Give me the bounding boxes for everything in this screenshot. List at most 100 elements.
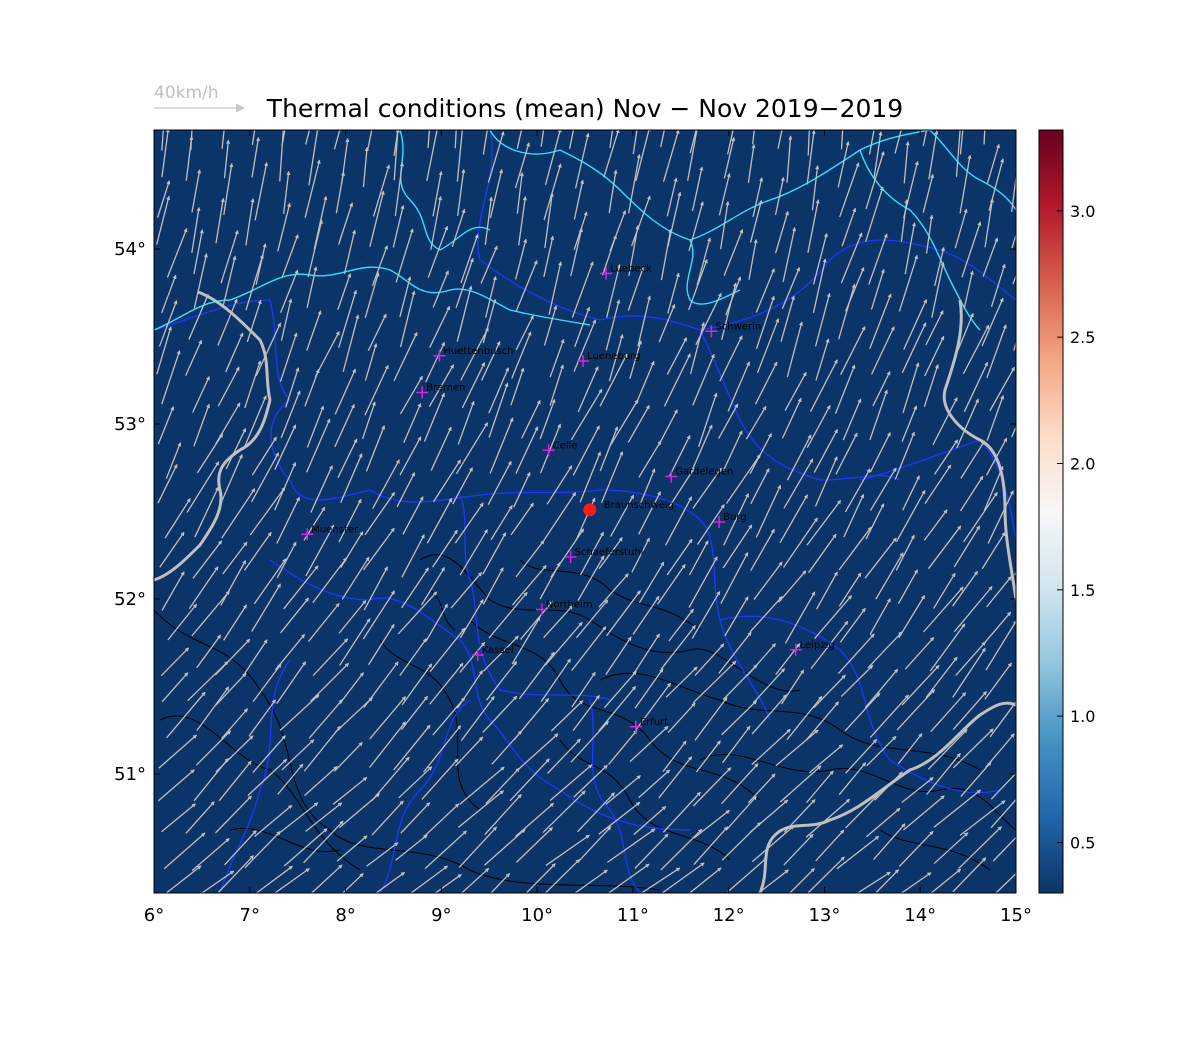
wind-arrow (548, 261, 563, 315)
wind-arrow (372, 459, 400, 509)
wind-arrow (775, 729, 819, 767)
city-huettenbusch: Huettenbusch (433, 346, 513, 362)
wind-arrow (342, 314, 360, 373)
wind-arrow (635, 130, 651, 182)
wind-arrow (627, 153, 641, 214)
city-label: Leipzig (800, 640, 835, 651)
wind-arrow (244, 830, 281, 869)
wind-arrow (275, 802, 319, 837)
wind-arrow (516, 130, 523, 149)
wind-arrow (807, 130, 810, 156)
wind-arrow (841, 207, 857, 247)
wind-arrow (691, 590, 721, 639)
wind-arrow (337, 202, 354, 245)
city-label: Schwerin (715, 321, 761, 332)
wind-arrow (726, 795, 757, 830)
wind-arrow (571, 626, 607, 671)
wind-arrow (845, 738, 878, 774)
wind-arrow (306, 418, 331, 473)
wind-arrow (397, 591, 438, 635)
wind-arrow (515, 827, 553, 863)
wind-arrow (721, 282, 737, 340)
wind-arrow (456, 285, 473, 342)
wind-arrow (398, 766, 433, 799)
wind-arrow (367, 623, 395, 666)
wind-arrow (432, 697, 466, 736)
city-marker (564, 551, 577, 563)
wind-arrow (482, 567, 504, 605)
wind-arrow (634, 668, 664, 709)
colorbar-ticks: 0.5 1.0 1.5 2.0 2.5 3.0 (1057, 202, 1095, 852)
wind-arrow (161, 803, 196, 833)
wind-arrow (274, 461, 297, 511)
wind-arrow (962, 324, 990, 375)
wind-arrow (577, 792, 615, 833)
country-borders (154, 290, 1016, 893)
longitude-axis: 6° 7° 8° 9° 10° 11° 12° 13° 14° 15° (144, 130, 1032, 926)
wind-arrow (482, 635, 519, 672)
wind-arrow (810, 620, 849, 670)
wind-arrow (686, 130, 698, 182)
wind-arrow (279, 332, 298, 382)
wind-arrow (253, 558, 287, 605)
wind-arrow (814, 292, 831, 347)
wind-arrow (754, 361, 778, 405)
wind-arrow (698, 392, 718, 447)
colorbar-tick-label: 1.0 (1070, 707, 1095, 726)
wind-arrow (722, 664, 758, 701)
wind-arrow (339, 672, 364, 705)
wind-arrow (875, 552, 904, 600)
wind-arrow (927, 728, 968, 770)
wind-arrow (806, 130, 816, 185)
wind-arrow (366, 842, 399, 867)
wind-arrow (196, 686, 230, 731)
wind-arrow (843, 493, 865, 538)
wind-arrow (1018, 430, 1040, 470)
wind-arrow (163, 832, 206, 870)
wind-arrow (805, 701, 840, 741)
wind-arrow (539, 561, 561, 600)
wind-arrow (196, 433, 224, 474)
wind-arrow (668, 434, 691, 478)
wind-arrow (957, 312, 974, 351)
wind-arrow (515, 733, 559, 772)
wind-arrow (953, 525, 981, 568)
wind-arrow (668, 608, 694, 642)
wind-arrow (662, 740, 687, 772)
wind-arrow (865, 807, 901, 838)
wind-arrow (786, 434, 812, 481)
wind-arrow (959, 130, 964, 155)
wind-arrow (955, 641, 986, 676)
wind-arrow (489, 168, 504, 219)
wind-arrow (721, 822, 762, 861)
wind-arrow (834, 364, 856, 414)
wind-arrow (692, 767, 732, 807)
wind-arrow (540, 658, 571, 703)
map-frame (153, 129, 1017, 894)
wind-arrow (367, 313, 387, 352)
wind-arrow (220, 454, 243, 503)
wind-arrow (601, 234, 617, 276)
wind-arrow (248, 699, 276, 737)
wind-arrow (959, 154, 972, 214)
wind-arrow (539, 423, 561, 474)
wind-arrow (900, 199, 909, 242)
wind-arrow (755, 268, 775, 313)
wind-arrow (193, 403, 210, 447)
wind-arrow (963, 361, 989, 413)
lon-tick-label: 14° (904, 905, 936, 926)
wind-arrow (930, 868, 962, 893)
wind-arrow (303, 725, 341, 772)
wind-arrow (510, 367, 525, 406)
wind-arrow (399, 638, 427, 677)
wind-arrow (161, 274, 177, 314)
wind-arrow (989, 366, 1015, 412)
wind-arrow (577, 826, 612, 863)
wind-arrow (774, 176, 785, 215)
wind-arrow (933, 789, 982, 828)
wind-arrow (923, 586, 964, 633)
wind-arrow (634, 682, 672, 731)
wind-arrow (365, 425, 386, 472)
wind-arrow (901, 777, 934, 803)
wind-arrow (308, 130, 320, 186)
